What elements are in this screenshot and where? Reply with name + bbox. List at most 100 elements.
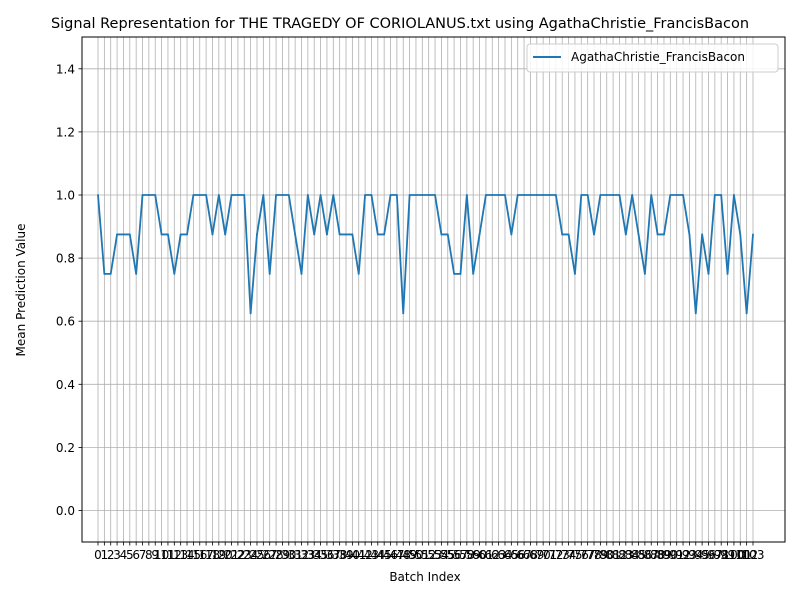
- x-tick-label: 33: [300, 548, 315, 562]
- data-point: [160, 233, 163, 236]
- y-tick-label: 0.0: [56, 504, 75, 518]
- series-line-agathachristie-francisbacon: [97, 194, 754, 315]
- x-tick-label: 53: [427, 548, 442, 562]
- x-tick-label: 16: [192, 548, 207, 562]
- data-point: [370, 194, 373, 196]
- data-point: [402, 312, 405, 315]
- data-point: [663, 233, 665, 236]
- data-point: [682, 194, 684, 196]
- data-point: [326, 233, 328, 236]
- x-axis-ticks: 0123456789101112131415161718192021222324…: [94, 542, 764, 562]
- data-point: [478, 233, 481, 236]
- data-point: [656, 233, 659, 236]
- x-tick-label: 86: [637, 548, 652, 562]
- x-tick-label: 38: [332, 548, 347, 562]
- data-point: [752, 233, 754, 236]
- x-tick-label: 49: [402, 548, 417, 562]
- x-tick-label: 21: [224, 548, 239, 562]
- data-point: [154, 194, 157, 196]
- x-tick-label: 51: [415, 548, 430, 562]
- x-tick-label: 62: [485, 548, 500, 562]
- x-tick-label: 91: [669, 548, 684, 562]
- data-point: [294, 233, 297, 236]
- x-tick-label: 11: [160, 548, 175, 562]
- data-point: [504, 194, 506, 196]
- data-point: [542, 194, 545, 196]
- data-point: [167, 233, 169, 236]
- x-tick-label: 19: [211, 548, 226, 562]
- x-tick-label: 85: [631, 548, 646, 562]
- x-tick-label: 44: [370, 548, 385, 562]
- x-tick-label: 65: [504, 548, 519, 562]
- x-tick-label: 43: [364, 548, 379, 562]
- data-point: [109, 272, 112, 275]
- data-point: [268, 272, 271, 275]
- data-point: [574, 272, 576, 275]
- x-tick-label: 28: [268, 548, 283, 562]
- data-point: [726, 272, 729, 275]
- data-point: [262, 194, 265, 196]
- data-point: [427, 194, 430, 196]
- data-point: [211, 233, 214, 236]
- x-tick-label: 15: [186, 548, 201, 562]
- x-tick-label: 45: [377, 548, 392, 562]
- data-point: [217, 194, 220, 196]
- x-tick-label: 46: [383, 548, 398, 562]
- data-point: [434, 194, 436, 196]
- x-tick-label: 39: [338, 548, 353, 562]
- data-point: [675, 194, 678, 196]
- legend-label: AgathaChristie_FrancisBacon: [571, 50, 745, 64]
- data-point: [561, 233, 564, 236]
- x-tick-label: 40: [345, 548, 360, 562]
- x-tick-label: 102: [735, 548, 758, 562]
- x-tick-label: 41: [351, 548, 366, 562]
- data-point: [256, 233, 258, 236]
- data-point: [707, 272, 710, 275]
- x-tick-label: 34: [307, 548, 322, 562]
- data-point: [408, 194, 411, 196]
- x-axis-label: Batch Index: [389, 570, 460, 584]
- x-tick-label: 69: [529, 548, 544, 562]
- data-point: [713, 194, 716, 196]
- x-tick-label: 42: [357, 548, 372, 562]
- x-tick-label: 20: [218, 548, 233, 562]
- y-tick-label: 1.2: [56, 125, 75, 139]
- y-tick-label: 1.0: [56, 189, 75, 203]
- legend-box: [526, 43, 779, 73]
- x-tick-label: 30: [281, 548, 296, 562]
- y-tick-label: 0.8: [56, 252, 75, 266]
- x-tick-label: 70: [536, 548, 551, 562]
- data-point: [421, 194, 424, 196]
- data-point: [624, 233, 627, 236]
- data-point: [631, 194, 634, 196]
- data-point: [694, 312, 697, 315]
- x-tick-label: 8: [145, 548, 153, 562]
- data-point: [491, 194, 494, 196]
- data-point: [332, 194, 335, 196]
- x-tick-label: 88: [650, 548, 665, 562]
- x-tick-label: 54: [434, 548, 449, 562]
- data-point: [186, 233, 188, 236]
- x-tick-label: 9: [151, 548, 159, 562]
- x-tick-label: 24: [243, 548, 258, 562]
- data-point: [745, 312, 748, 315]
- data-point: [243, 194, 246, 196]
- x-tick-label: 84: [625, 548, 640, 562]
- data-point: [567, 233, 570, 236]
- x-tick-label: 75: [567, 548, 582, 562]
- data-point: [281, 194, 284, 196]
- data-point: [516, 194, 519, 196]
- x-tick-label: 23: [237, 548, 252, 562]
- legend: AgathaChristie_FrancisBacon: [526, 43, 779, 73]
- x-tick-label: 77: [580, 548, 595, 562]
- data-point: [205, 194, 208, 196]
- x-tick-label: 66: [510, 548, 525, 562]
- data-point: [529, 194, 532, 196]
- data-point: [599, 194, 602, 196]
- data-point: [306, 194, 309, 196]
- data-point: [523, 194, 525, 196]
- x-tick-label: 12: [167, 548, 182, 562]
- x-tick-label: 27: [262, 548, 277, 562]
- data-point: [395, 194, 398, 196]
- x-tick-label: 57: [453, 548, 468, 562]
